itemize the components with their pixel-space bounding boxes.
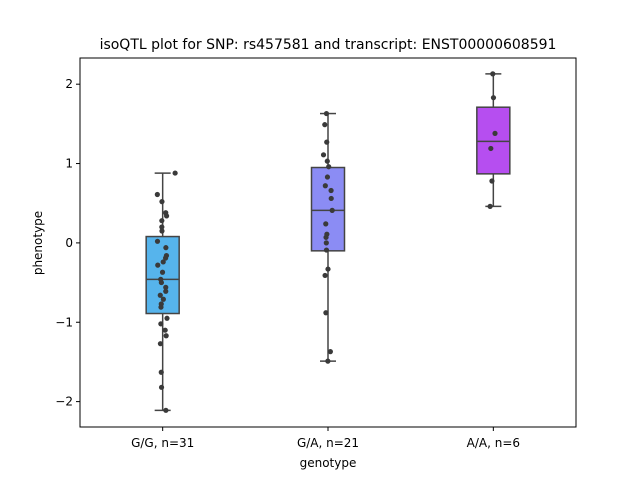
data-point: [487, 203, 493, 209]
chart-title: isoQTL plot for SNP: rs457581 and transc…: [100, 37, 557, 53]
x-tick-label: A/A, n=6: [467, 436, 520, 450]
data-point: [490, 71, 496, 77]
data-point: [323, 247, 330, 253]
data-point: [323, 240, 329, 246]
data-point: [324, 158, 330, 164]
data-point: [163, 288, 169, 294]
data-point: [154, 238, 161, 244]
y-tick-label: 0: [65, 236, 73, 250]
data-point: [325, 266, 331, 272]
x-tick-label: G/G, n=31: [131, 436, 194, 450]
data-point: [158, 304, 164, 310]
data-point: [157, 292, 163, 298]
genotype-group: [145, 170, 180, 413]
data-point: [322, 122, 328, 128]
data-point: [158, 279, 165, 286]
y-tick-label: −2: [55, 395, 73, 409]
data-point: [155, 262, 161, 268]
y-tick-label: −1: [55, 315, 73, 329]
data-point: [162, 327, 168, 333]
data-point: [159, 199, 165, 205]
data-point: [158, 369, 164, 375]
data-point: [163, 245, 169, 251]
data-point: [158, 384, 165, 390]
data-point: [323, 310, 329, 316]
x-axis-label: genotype: [300, 456, 357, 470]
x-axis: G/G, n=31 G/A, n=21 A/A, n=6: [131, 427, 520, 450]
x-tick-label: G/A, n=21: [297, 436, 359, 450]
y-tick-label: 2: [65, 77, 73, 91]
data-point: [323, 221, 329, 227]
genotype-group: [476, 71, 511, 209]
data-point: [322, 183, 328, 189]
data-point: [159, 218, 165, 224]
data-point: [492, 130, 498, 136]
data-point: [157, 341, 164, 347]
y-axis: −2 −1 0 1 2: [55, 77, 80, 409]
data-point: [163, 284, 169, 290]
data-point: [323, 110, 330, 117]
data-point: [489, 178, 495, 184]
data-point: [328, 187, 334, 194]
data-point: [163, 333, 169, 339]
data-point: [325, 358, 331, 364]
data-point: [159, 224, 165, 230]
data-point: [172, 170, 178, 176]
data-point: [163, 407, 169, 413]
data-point: [327, 349, 333, 355]
iqr-box: [476, 106, 511, 175]
y-axis-label: phenotype: [31, 211, 45, 275]
data-point: [163, 213, 170, 219]
data-point: [490, 95, 497, 101]
plot-area: [145, 71, 511, 413]
data-point: [322, 272, 328, 279]
data-point: [160, 296, 166, 302]
data-point: [324, 139, 330, 145]
genotype-group: [310, 110, 346, 364]
y-tick-label: 1: [65, 157, 73, 171]
data-point: [163, 255, 169, 261]
data-point: [328, 195, 334, 202]
data-point: [326, 164, 332, 170]
data-point: [159, 269, 166, 275]
data-point: [320, 152, 327, 158]
data-point: [324, 174, 331, 180]
data-point: [158, 321, 164, 327]
data-point: [329, 207, 335, 213]
data-point: [164, 315, 170, 321]
data-point: [159, 228, 165, 234]
data-point: [323, 234, 329, 240]
data-point: [488, 145, 494, 152]
data-point: [160, 259, 166, 265]
data-point: [154, 191, 160, 198]
